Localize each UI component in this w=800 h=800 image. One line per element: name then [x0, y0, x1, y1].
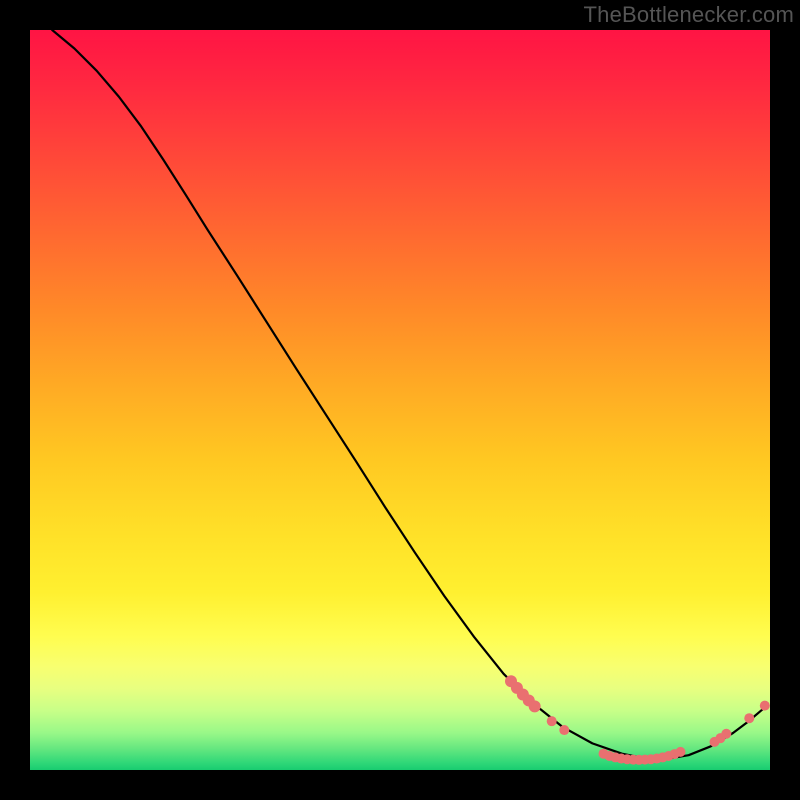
plot-area	[30, 30, 770, 770]
chart-svg	[30, 30, 770, 770]
gradient-background	[30, 30, 770, 770]
chart-stage: TheBottlenecker.com	[0, 0, 800, 800]
data-marker	[744, 713, 754, 723]
data-marker	[721, 729, 731, 739]
watermark-text: TheBottlenecker.com	[584, 2, 794, 28]
data-marker	[675, 747, 685, 757]
data-marker	[559, 725, 569, 735]
data-marker	[529, 700, 541, 712]
data-marker	[760, 701, 770, 711]
data-marker	[547, 716, 557, 726]
